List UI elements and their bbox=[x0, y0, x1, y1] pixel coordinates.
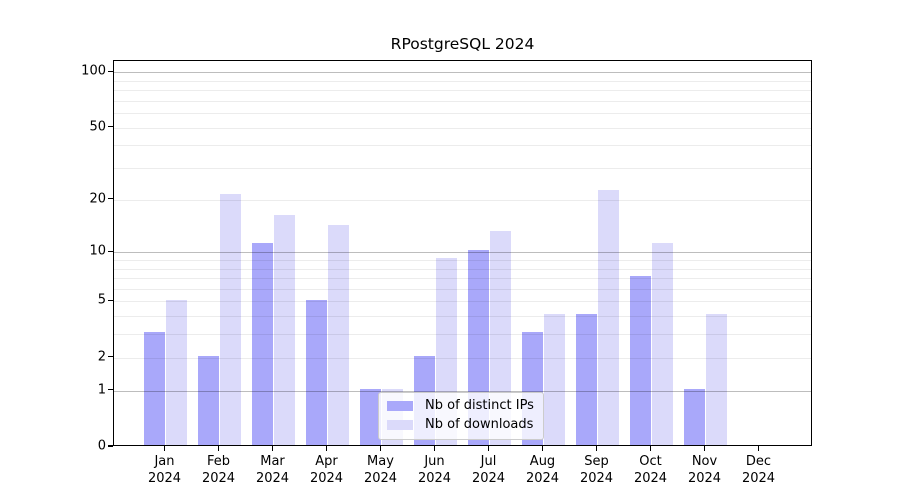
gridline-minor bbox=[114, 268, 811, 270]
legend: Nb of distinct IPs Nb of downloads bbox=[378, 392, 544, 440]
legend-swatch-downloads-icon bbox=[387, 420, 413, 430]
y-axis-tick bbox=[108, 250, 113, 252]
bar-ips-jan bbox=[143, 332, 166, 445]
bar-downloads-sep bbox=[597, 190, 620, 445]
x-axis-tick bbox=[595, 446, 598, 451]
y-tick-label: 50 bbox=[89, 119, 106, 135]
x-axis-tick bbox=[163, 446, 166, 451]
x-tick-label: May 2024 bbox=[363, 454, 398, 486]
bar-ips-apr bbox=[305, 299, 328, 445]
bar-downloads-oct bbox=[651, 243, 674, 445]
gridline-minor bbox=[114, 199, 811, 201]
y-axis-tick bbox=[108, 126, 113, 128]
y-tick-label: 2 bbox=[97, 349, 106, 365]
y-axis-tick bbox=[108, 445, 113, 447]
x-axis-tick bbox=[649, 446, 652, 451]
x-tick-label: Mar 2024 bbox=[255, 454, 290, 486]
bar-ips-sep bbox=[575, 314, 598, 445]
x-tick-label: Jun 2024 bbox=[417, 454, 452, 486]
x-axis-tick bbox=[325, 446, 328, 451]
gridline-major bbox=[114, 390, 811, 392]
y-axis-tick bbox=[108, 70, 113, 72]
x-axis-tick bbox=[541, 446, 544, 451]
gridline-minor bbox=[114, 334, 811, 336]
gridline-minor bbox=[114, 80, 811, 82]
y-axis-tick bbox=[108, 356, 113, 358]
gridline-minor bbox=[114, 113, 811, 115]
x-tick-label: Feb 2024 bbox=[201, 454, 236, 486]
x-tick-label: Aug 2024 bbox=[525, 454, 560, 486]
bar-downloads-jan bbox=[165, 299, 188, 445]
bar-ips-oct bbox=[629, 276, 652, 445]
gridline-minor bbox=[114, 301, 811, 303]
legend-row-distinct-ips: Nb of distinct IPs bbox=[387, 398, 534, 414]
y-axis-tick bbox=[108, 389, 113, 391]
bar-ips-may bbox=[359, 388, 382, 445]
gridline-minor bbox=[114, 288, 811, 290]
x-axis-tick bbox=[271, 446, 274, 451]
gridline-minor bbox=[114, 260, 811, 261]
bar-ips-nov bbox=[683, 388, 706, 445]
legend-row-downloads: Nb of downloads bbox=[387, 417, 534, 433]
gridline-major bbox=[114, 72, 811, 74]
x-tick-label: Nov 2024 bbox=[687, 454, 722, 486]
gridline-minor bbox=[114, 127, 811, 129]
gridline-minor bbox=[114, 145, 811, 147]
x-tick-label: Jul 2024 bbox=[471, 454, 506, 486]
y-tick-label: 5 bbox=[97, 292, 106, 308]
x-axis-tick bbox=[217, 446, 220, 451]
gridline-minor bbox=[114, 100, 811, 102]
gridline-minor bbox=[114, 316, 811, 318]
gridline-minor bbox=[114, 278, 811, 280]
x-axis-tick bbox=[379, 446, 382, 451]
y-tick-label: 20 bbox=[89, 191, 106, 207]
y-axis-tick bbox=[108, 299, 113, 302]
bar-downloads-mar bbox=[273, 214, 296, 445]
x-axis-tick bbox=[487, 446, 490, 451]
bar-downloads-nov bbox=[705, 314, 728, 445]
y-axis-tick bbox=[108, 198, 113, 200]
bar-downloads-jul bbox=[489, 230, 512, 445]
plot-area bbox=[113, 60, 812, 446]
bar-ips-feb bbox=[197, 355, 220, 445]
y-tick-label: 100 bbox=[81, 63, 106, 79]
x-axis-tick bbox=[703, 446, 706, 451]
x-tick-label: Dec 2024 bbox=[741, 454, 776, 486]
bar-ips-mar bbox=[251, 243, 274, 445]
bar-downloads-apr bbox=[327, 225, 350, 445]
gridline-minor bbox=[114, 168, 811, 170]
x-tick-label: Jan 2024 bbox=[147, 454, 182, 486]
gridline-major bbox=[114, 252, 811, 254]
y-tick-label: 10 bbox=[89, 243, 106, 259]
chart-title: RPostgreSQL 2024 bbox=[390, 35, 535, 53]
legend-label-distinct-ips: Nb of distinct IPs bbox=[425, 398, 534, 413]
x-tick-label: Sep 2024 bbox=[579, 454, 614, 486]
x-tick-label: Apr 2024 bbox=[309, 454, 344, 486]
x-tick-label: Oct 2024 bbox=[633, 454, 668, 486]
bar-downloads-feb bbox=[219, 193, 242, 445]
legend-swatch-distinct-ips-icon bbox=[387, 401, 413, 411]
gridline-minor bbox=[114, 357, 811, 359]
x-axis-tick bbox=[433, 446, 436, 451]
x-axis-tick bbox=[757, 446, 760, 451]
bar-downloads-aug bbox=[543, 314, 566, 445]
gridline-minor bbox=[114, 90, 811, 92]
y-tick-label: 1 bbox=[97, 382, 106, 398]
legend-label-downloads: Nb of downloads bbox=[425, 417, 534, 432]
y-tick-label: 0 bbox=[97, 438, 106, 454]
